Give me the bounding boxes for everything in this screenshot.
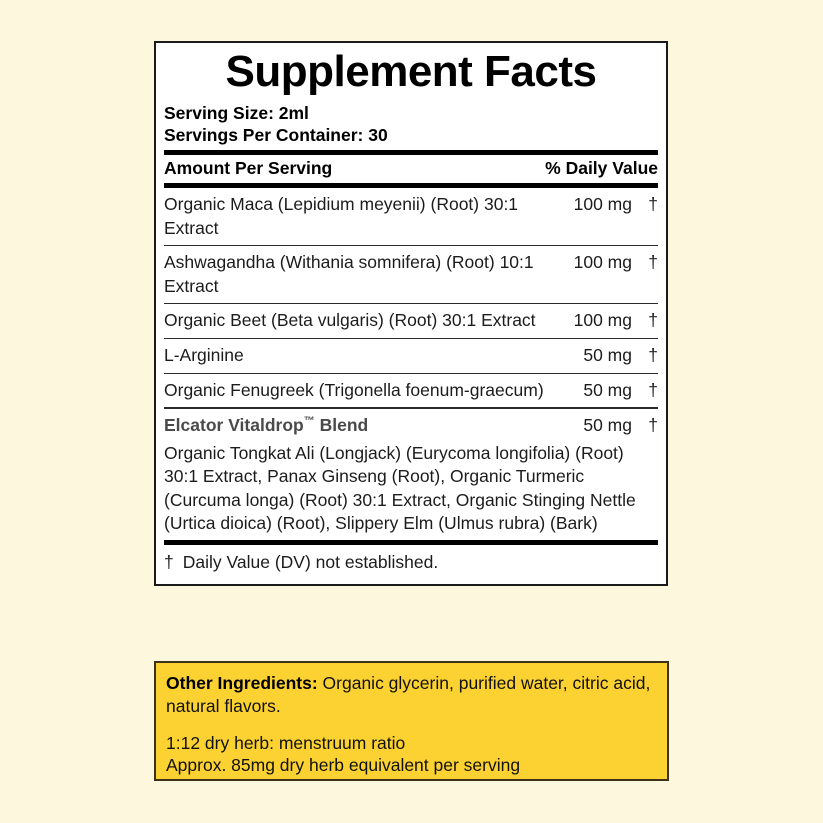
dagger-icon: †: [164, 552, 174, 573]
ingredient-daily-value: †: [648, 380, 658, 400]
ingredient-amount: 100 mg: [573, 310, 632, 331]
ingredient-daily-value: †: [648, 310, 658, 331]
column-header-percent-daily-value: % Daily Value: [545, 158, 658, 179]
row-separator: [164, 302, 658, 305]
table-row: Organic Fenugreek (Trigonella foenum-gra…: [162, 374, 660, 407]
table-row-blend: Elcator Vitaldrop™ Blend 50 mg †: [162, 409, 660, 442]
rule-above-footnote: [164, 540, 658, 546]
ingredient-amount: 100 mg: [573, 194, 632, 215]
table-row: L-Arginine 50 mg †: [162, 339, 660, 372]
ingredient-amount: 100 mg: [573, 252, 632, 273]
other-ingredients-box: Other Ingredients: Organic glycerin, pur…: [154, 661, 669, 781]
ingredient-name: Ashwagandha (Withania somnifera) (Root) …: [164, 252, 534, 296]
servings-per-container-line: Servings Per Container: 30: [164, 125, 388, 146]
dry-herb-equivalent-line: Approx. 85mg dry herb equivalent per ser…: [166, 755, 521, 776]
ingredient-amount: 50 mg: [583, 345, 632, 366]
blend-title: Elcator Vitaldrop™ Blend: [164, 414, 554, 437]
supplement-facts-panel: Supplement Facts Serving Size: 2ml Servi…: [154, 41, 668, 587]
blend-amount: 50 mg: [583, 414, 632, 435]
blend-title-suffix: Blend: [314, 414, 369, 435]
ingredient-amount: 50 mg: [583, 380, 632, 400]
table-row: Ashwagandha (Withania somnifera) (Root) …: [162, 246, 660, 303]
herb-ratio-block: 1:12 dry herb: menstruum ratio Approx. 8…: [166, 732, 657, 778]
blend-title-text: Elcator Vitaldrop: [164, 414, 304, 435]
other-ingredients-line: Other Ingredients: Organic glycerin, pur…: [166, 672, 657, 718]
rule-above-amount-header: [164, 150, 658, 156]
ingredient-daily-value: †: [648, 194, 658, 215]
row-separator: [164, 244, 658, 247]
row-separator: [164, 337, 658, 340]
supplement-facts-title: Supplement Facts: [225, 47, 597, 96]
daily-value-footnote: † Daily Value (DV) not established.: [162, 545, 660, 578]
table-row: Organic Beet (Beta vulgaris) (Root) 30:1…: [162, 304, 660, 337]
other-ingredients-label: Other Ingredients:: [166, 673, 318, 693]
row-separator: [164, 372, 658, 374]
ingredient-name: L-Arginine: [164, 345, 244, 366]
row-separator: [164, 407, 658, 409]
table-row: Organic Maca (Lepidium meyenii) (Root) 3…: [162, 188, 660, 245]
column-header-amount-per-serving: Amount Per Serving: [164, 158, 333, 179]
ingredient-name: Organic Beet (Beta vulgaris) (Root) 30:1…: [164, 310, 536, 331]
rule-below-amount-header: [164, 183, 658, 189]
ingredient-daily-value: †: [648, 345, 658, 366]
ingredient-name: Organic Fenugreek (Trigonella foenum-gra…: [164, 380, 544, 400]
serving-information: Serving Size: 2ml Servings Per Container…: [162, 102, 660, 147]
other-ingredients-text: Organic glycerin, purified water, citric…: [166, 673, 651, 716]
ingredient-name: Organic Maca (Lepidium meyenii) (Root) 3…: [164, 194, 519, 238]
table-column-header: Amount Per Serving % Daily Value: [162, 155, 660, 183]
dry-herb-ratio-line: 1:12 dry herb: menstruum ratio: [166, 732, 406, 753]
footnote-text: Daily Value (DV) not established.: [182, 552, 439, 573]
ingredient-daily-value: †: [648, 252, 658, 273]
blend-ingredient-list: Organic Tongkat Ali (Longjack) (Eurycoma…: [164, 443, 636, 533]
serving-size-line: Serving Size: 2ml: [164, 102, 309, 123]
trademark-icon: ™: [303, 414, 315, 427]
blend-daily-value: †: [648, 414, 658, 435]
